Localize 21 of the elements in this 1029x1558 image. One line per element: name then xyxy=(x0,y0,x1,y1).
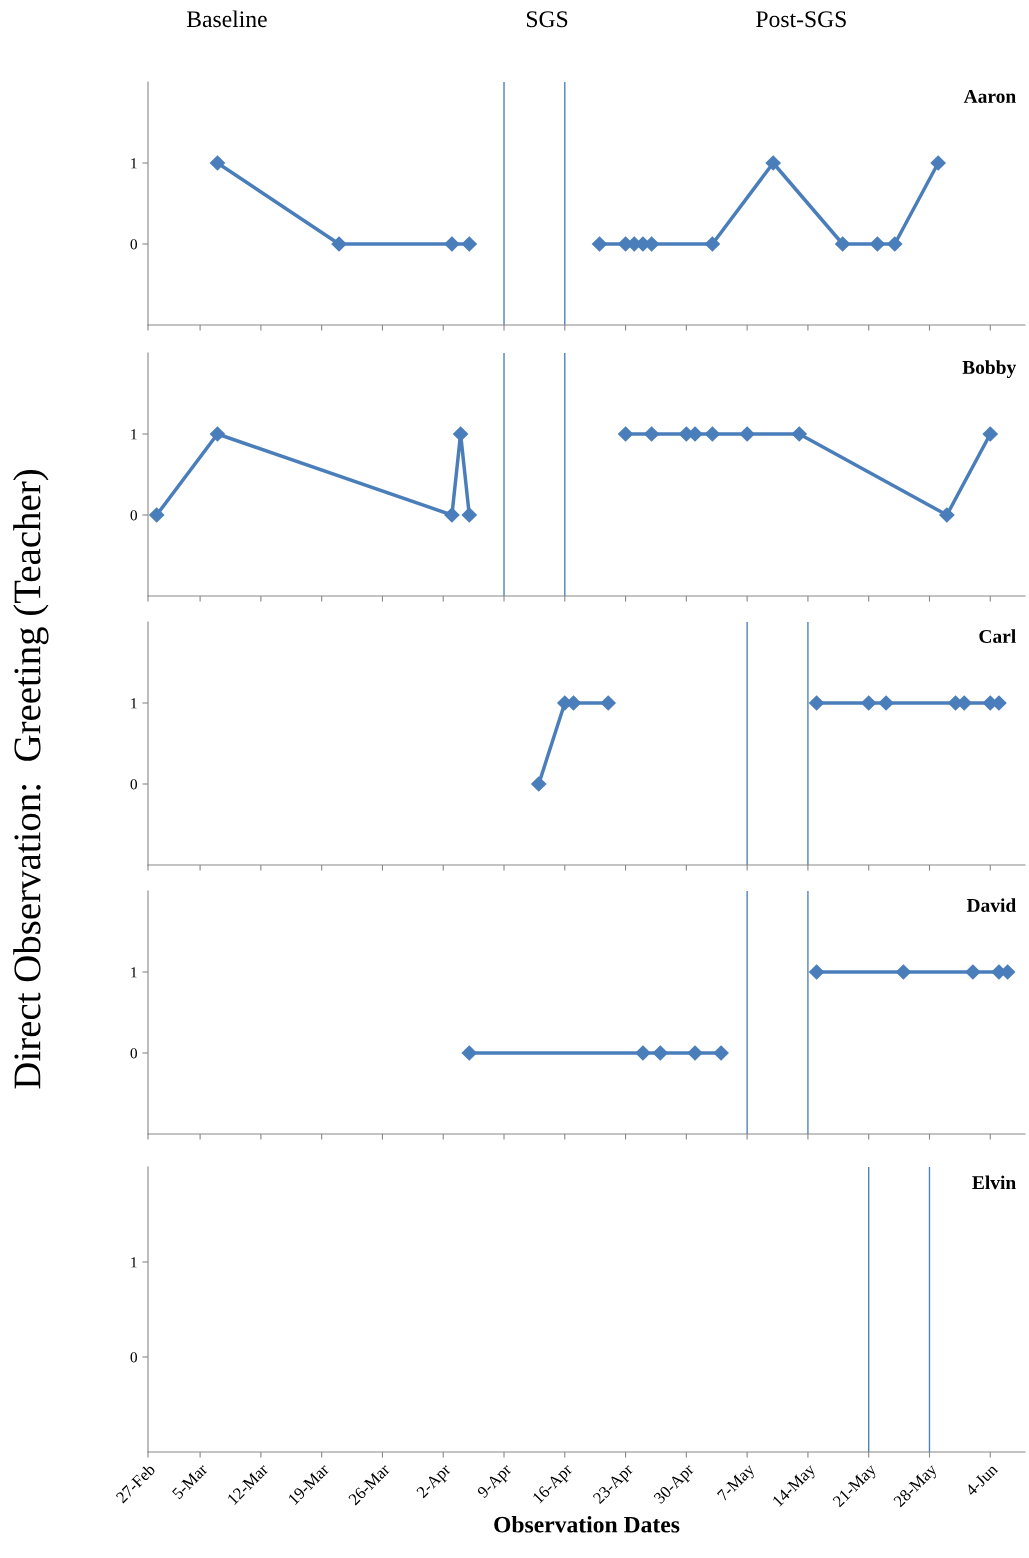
y-tick-label: 0 xyxy=(130,510,137,521)
y-tick-label: 1 xyxy=(131,429,137,440)
y-tick-label: 0 xyxy=(130,239,137,250)
y-tick-label: 1 xyxy=(131,698,137,709)
x-tick-label: 4-Jun xyxy=(964,1463,999,1497)
chart-title: Bobby xyxy=(962,360,1017,378)
chart-title: Carl xyxy=(979,629,1016,643)
y-axis-title: Direct Observation: Greeting (Teacher) xyxy=(13,470,49,1089)
chart-title: Aaron xyxy=(963,89,1016,103)
text: SGS xyxy=(526,11,568,28)
y-tick-label: 0 xyxy=(130,779,137,790)
chart-title: David xyxy=(966,898,1017,912)
text: Post-SGS xyxy=(756,11,846,28)
y-tick-label: 1 xyxy=(131,158,137,169)
chart-title: Elvin xyxy=(972,1175,1016,1190)
y-tick-label: 1 xyxy=(131,967,137,978)
y-tick-label: 1 xyxy=(131,1257,137,1268)
y-tick-label: 0 xyxy=(130,1048,137,1059)
text: Baseline xyxy=(186,10,267,28)
x-axis-title: Observation Dates xyxy=(494,1515,680,1533)
y-tick-label: 0 xyxy=(130,1352,137,1363)
